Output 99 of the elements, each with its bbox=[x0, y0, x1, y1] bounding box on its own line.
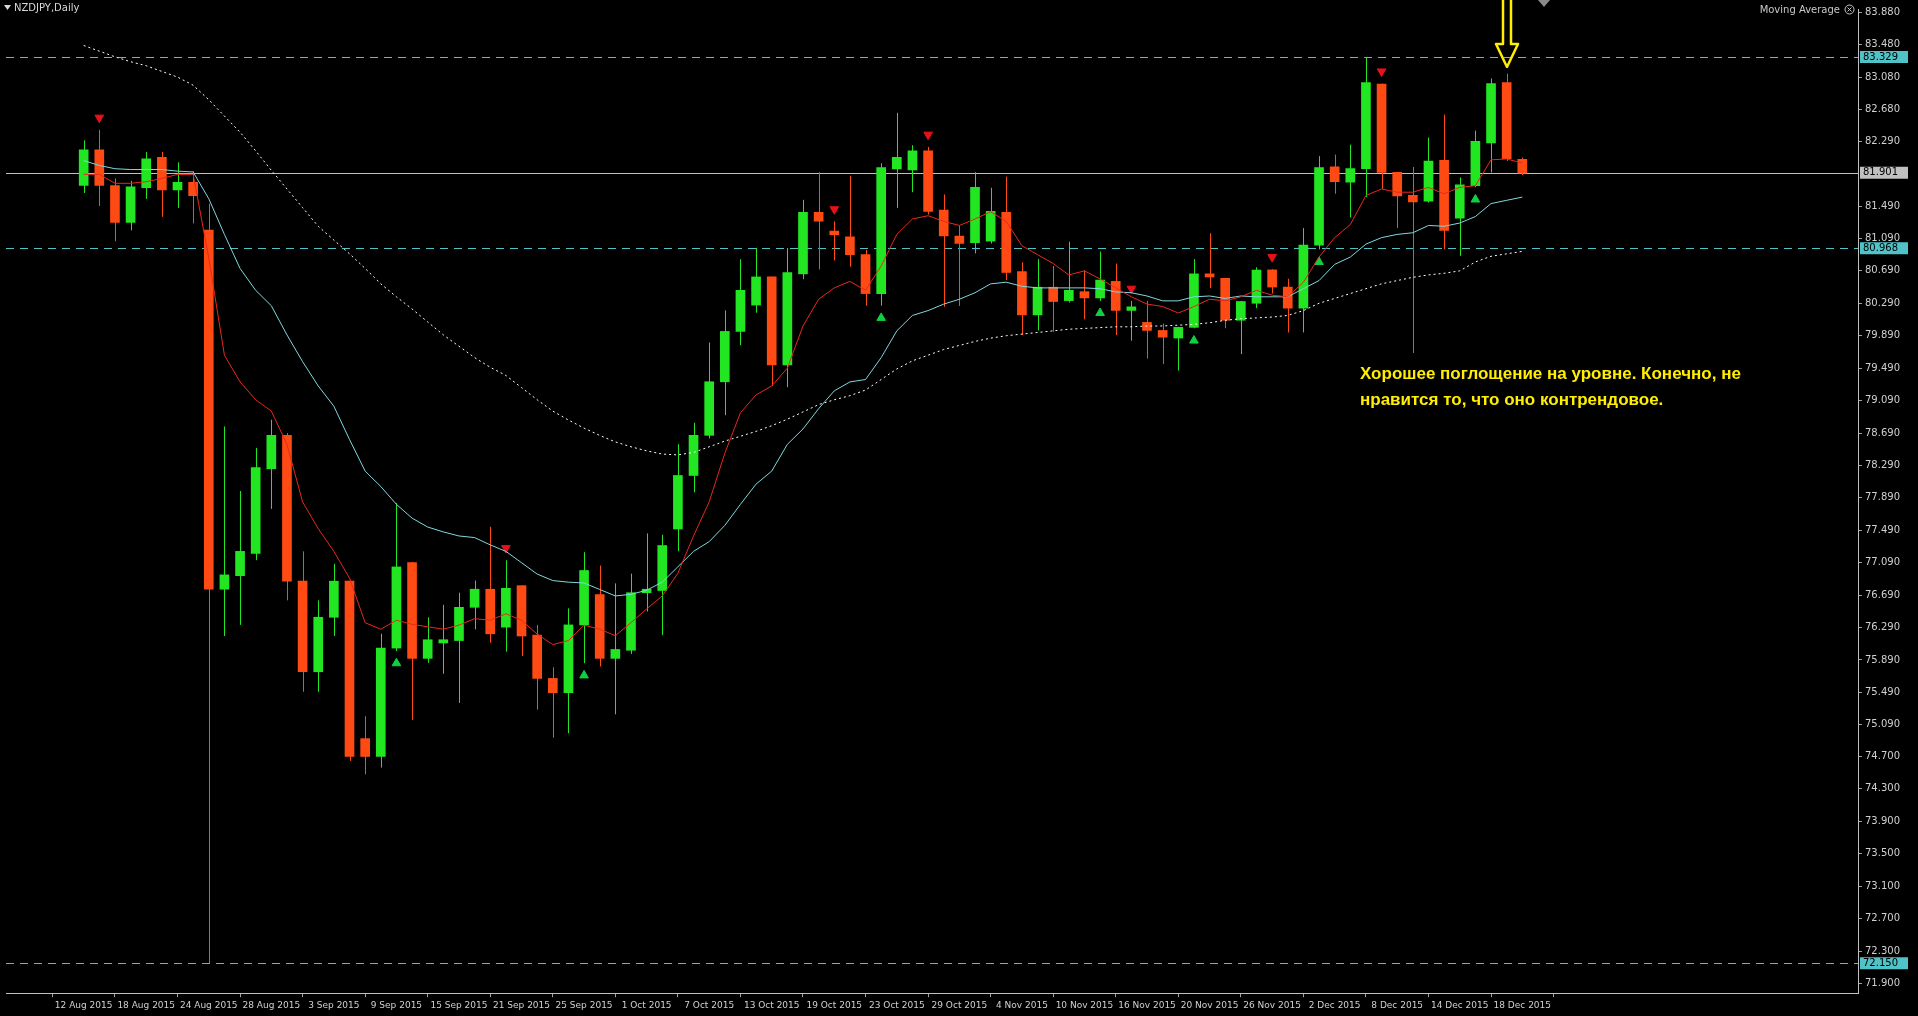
y-tick-label: 77.090 bbox=[1865, 556, 1900, 568]
x-tick-label: 10 Nov 2015 bbox=[1055, 999, 1114, 1010]
x-tick-label: 15 Sep 2015 bbox=[430, 999, 488, 1010]
x-tick-label: 14 Dec 2015 bbox=[1431, 999, 1489, 1010]
x-tick-label: 20 Nov 2015 bbox=[1180, 999, 1239, 1010]
y-tick-label: 78.690 bbox=[1865, 426, 1900, 438]
point bbox=[391, 657, 402, 667]
point bbox=[1470, 194, 1481, 203]
candlestick bbox=[360, 715, 370, 775]
text: Moving Average bbox=[1759, 4, 1840, 15]
y-tick-label: 73.100 bbox=[1865, 879, 1900, 891]
x-tick-label: 21 Sep 2015 bbox=[493, 999, 551, 1010]
x-tick-label: 1 Oct 2015 bbox=[621, 999, 672, 1010]
point bbox=[1189, 335, 1199, 344]
point bbox=[923, 131, 933, 141]
x-tick-label: 12 Aug 2015 bbox=[54, 999, 113, 1010]
y-tick-label: 79.890 bbox=[1865, 329, 1900, 341]
candlestick bbox=[1142, 300, 1152, 360]
candlestick bbox=[891, 112, 902, 209]
candlestick bbox=[1282, 278, 1293, 333]
y-tick-label: 82.680 bbox=[1865, 103, 1900, 115]
x-tick-label: 8 Dec 2015 bbox=[1371, 999, 1424, 1010]
candlestick bbox=[813, 171, 824, 270]
y-tick-label: 80.690 bbox=[1865, 264, 1900, 276]
y-tick-label: 81.490 bbox=[1865, 199, 1900, 211]
ref-line-label: 80.968 bbox=[1863, 241, 1898, 253]
candlestick bbox=[219, 426, 230, 637]
chart-title: NZDJPY,Daily bbox=[14, 2, 80, 13]
candlestick bbox=[438, 604, 449, 675]
ref-line-label: 81.901 bbox=[1863, 166, 1898, 178]
x-tick-label: 9 Sep 2015 bbox=[370, 999, 423, 1010]
x-tick-label: 23 Oct 2015 bbox=[869, 999, 925, 1010]
x-tick-label: 3 Sep 2015 bbox=[308, 999, 360, 1010]
candlestick bbox=[422, 616, 433, 664]
y-tick-label: 72.300 bbox=[1865, 944, 1900, 956]
y-tick-label: 80.290 bbox=[1865, 296, 1900, 308]
x-tick-label: 24 Aug 2015 bbox=[179, 999, 238, 1010]
y-tick-label: 76.690 bbox=[1865, 588, 1900, 600]
candlestick bbox=[1345, 144, 1356, 219]
y-tick-label: 76.290 bbox=[1865, 621, 1900, 633]
y-tick-label: 78.290 bbox=[1865, 459, 1900, 471]
y-tick-label: 71.900 bbox=[1865, 977, 1900, 989]
candlestick bbox=[1079, 269, 1090, 320]
y-tick-label: 73.500 bbox=[1865, 847, 1900, 859]
y-tick-label: 73.900 bbox=[1865, 814, 1900, 826]
candlestick bbox=[845, 175, 855, 268]
candlestick bbox=[1267, 268, 1277, 295]
candlestick bbox=[1408, 166, 1418, 354]
x-tick-label: 7 Oct 2015 bbox=[684, 999, 735, 1010]
point bbox=[1095, 307, 1105, 317]
candlestick bbox=[1095, 251, 1105, 302]
x-tick-label: 4 Nov 2015 bbox=[995, 999, 1048, 1010]
x-tick-label: 2 Dec 2015 bbox=[1308, 999, 1361, 1010]
y-tick-label: 83.480 bbox=[1865, 38, 1900, 50]
y-tick-label: 77.890 bbox=[1865, 491, 1900, 503]
candlestick bbox=[1173, 326, 1184, 372]
y-tick-label: 75.890 bbox=[1865, 653, 1900, 665]
y-tick-label: 77.490 bbox=[1865, 523, 1900, 535]
point bbox=[876, 312, 887, 321]
ref-line-label: 83.329 bbox=[1863, 50, 1898, 62]
point bbox=[1126, 285, 1137, 295]
candlestick bbox=[829, 220, 840, 261]
x-tick-label: 18 Aug 2015 bbox=[117, 999, 176, 1010]
y-tick-label: 82.290 bbox=[1865, 134, 1900, 146]
point bbox=[94, 114, 105, 124]
y-tick-label: 75.490 bbox=[1865, 686, 1900, 698]
candlestick bbox=[172, 161, 183, 209]
candlestick bbox=[954, 225, 965, 307]
candlestick bbox=[1064, 241, 1074, 303]
candlestick bbox=[547, 666, 558, 739]
candlestick bbox=[610, 582, 621, 715]
ref-line-label: 72.150 bbox=[1863, 956, 1898, 968]
candlestick bbox=[1329, 154, 1340, 195]
x-tick-label: 18 Dec 2015 bbox=[1493, 999, 1552, 1010]
point bbox=[829, 206, 840, 215]
y-tick-label: 72.700 bbox=[1865, 912, 1900, 924]
point bbox=[579, 669, 589, 679]
y-tick-label: 83.080 bbox=[1865, 70, 1900, 82]
point bbox=[1376, 68, 1387, 77]
y-tick-label: 83.880 bbox=[1865, 5, 1900, 17]
y-tick-label: 74.700 bbox=[1865, 750, 1900, 762]
x-tick-label: 26 Nov 2015 bbox=[1243, 999, 1301, 1010]
point bbox=[1267, 254, 1277, 263]
y-tick-label: 75.090 bbox=[1865, 718, 1900, 730]
candlestick bbox=[1157, 323, 1168, 365]
x-tick-label: 28 Aug 2015 bbox=[242, 999, 301, 1010]
x-tick-label: 16 Nov 2015 bbox=[1118, 999, 1176, 1010]
candlestick bbox=[907, 144, 918, 193]
x-tick-label: 19 Oct 2015 bbox=[806, 999, 863, 1010]
candlestick bbox=[1048, 265, 1059, 333]
y-tick-label: 79.490 bbox=[1865, 361, 1900, 373]
y-tick-label: 74.300 bbox=[1865, 782, 1900, 794]
x-tick-label: 13 Oct 2015 bbox=[743, 999, 800, 1010]
y-tick-label: 81.090 bbox=[1865, 232, 1900, 244]
candlestick bbox=[469, 580, 480, 630]
y-tick-label: 79.090 bbox=[1865, 394, 1900, 406]
x-tick-label: 25 Sep 2015 bbox=[555, 999, 613, 1010]
annotation: Хорошее поглощение на уровне. Конечно, не нравится то, что оно контрендовое. bbox=[1360, 363, 1742, 411]
x-tick-label: 29 Oct 2015 bbox=[931, 999, 988, 1010]
